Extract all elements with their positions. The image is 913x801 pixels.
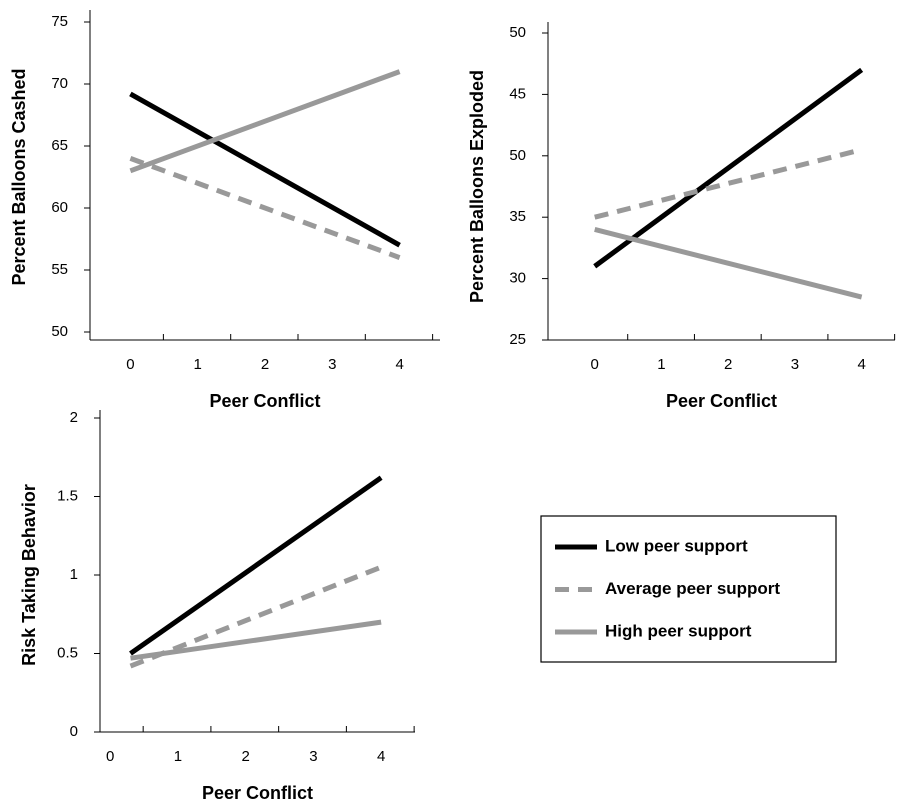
y-tick-label: 60 [51,199,68,216]
line-series [593,67,864,269]
y-tick-label: 55 [51,261,68,278]
x-tick-label: 0 [591,356,599,373]
y-tick-label: 0 [70,723,78,740]
x-tick-label: 0 [126,356,134,373]
y-tick-label: 65 [51,137,68,154]
x-tick-label: 2 [724,356,732,373]
x-tick-label: 4 [377,748,385,765]
line-series [129,475,383,656]
x-tick-label: 2 [241,748,249,765]
y-axis-title: Risk Taking Behavior [19,484,39,666]
legend-box [540,515,837,663]
line-series [594,227,863,300]
y-tick-label: 70 [51,75,68,92]
x-axis-title: Peer Conflict [202,783,313,801]
y-tick-label: 50 [509,147,526,164]
y-tick-label: 30 [509,270,526,287]
x-tick-label: 1 [174,748,182,765]
y-axis-title: Percent Balloons Cashed [9,68,29,285]
legend-label: High peer support [605,621,752,640]
line-series [129,91,401,248]
y-tick-label: 1 [70,566,78,583]
x-tick-label: 3 [328,356,336,373]
y-tick-label: 35 [509,208,526,225]
y-tick-label: 25 [509,331,526,348]
x-tick-label: 2 [261,356,269,373]
x-tick-label: 0 [106,748,114,765]
legend-label: Low peer support [605,536,748,555]
x-axis-title: Peer Conflict [209,391,320,411]
legend-label: Average peer support [605,579,780,598]
x-tick-label: 3 [791,356,799,373]
y-tick-label: 75 [51,13,68,30]
y-tick-label: 2 [70,409,78,426]
y-tick-label: 50 [51,323,68,340]
x-tick-label: 1 [194,356,202,373]
line-series [129,156,401,260]
x-axis-title: Peer Conflict [666,391,777,411]
y-tick-label: 50 [509,24,526,41]
x-tick-label: 3 [309,748,317,765]
line-series [129,69,401,174]
line-series [594,147,863,220]
y-tick-label: 45 [509,85,526,102]
x-tick-label: 4 [857,356,865,373]
line-series [130,619,382,661]
x-tick-label: 4 [395,356,403,373]
y-tick-label: 0.5 [57,644,78,661]
x-tick-label: 1 [657,356,665,373]
y-axis-title: Percent Balloons Exploded [467,70,487,303]
y-tick-label: 1.5 [57,487,78,504]
